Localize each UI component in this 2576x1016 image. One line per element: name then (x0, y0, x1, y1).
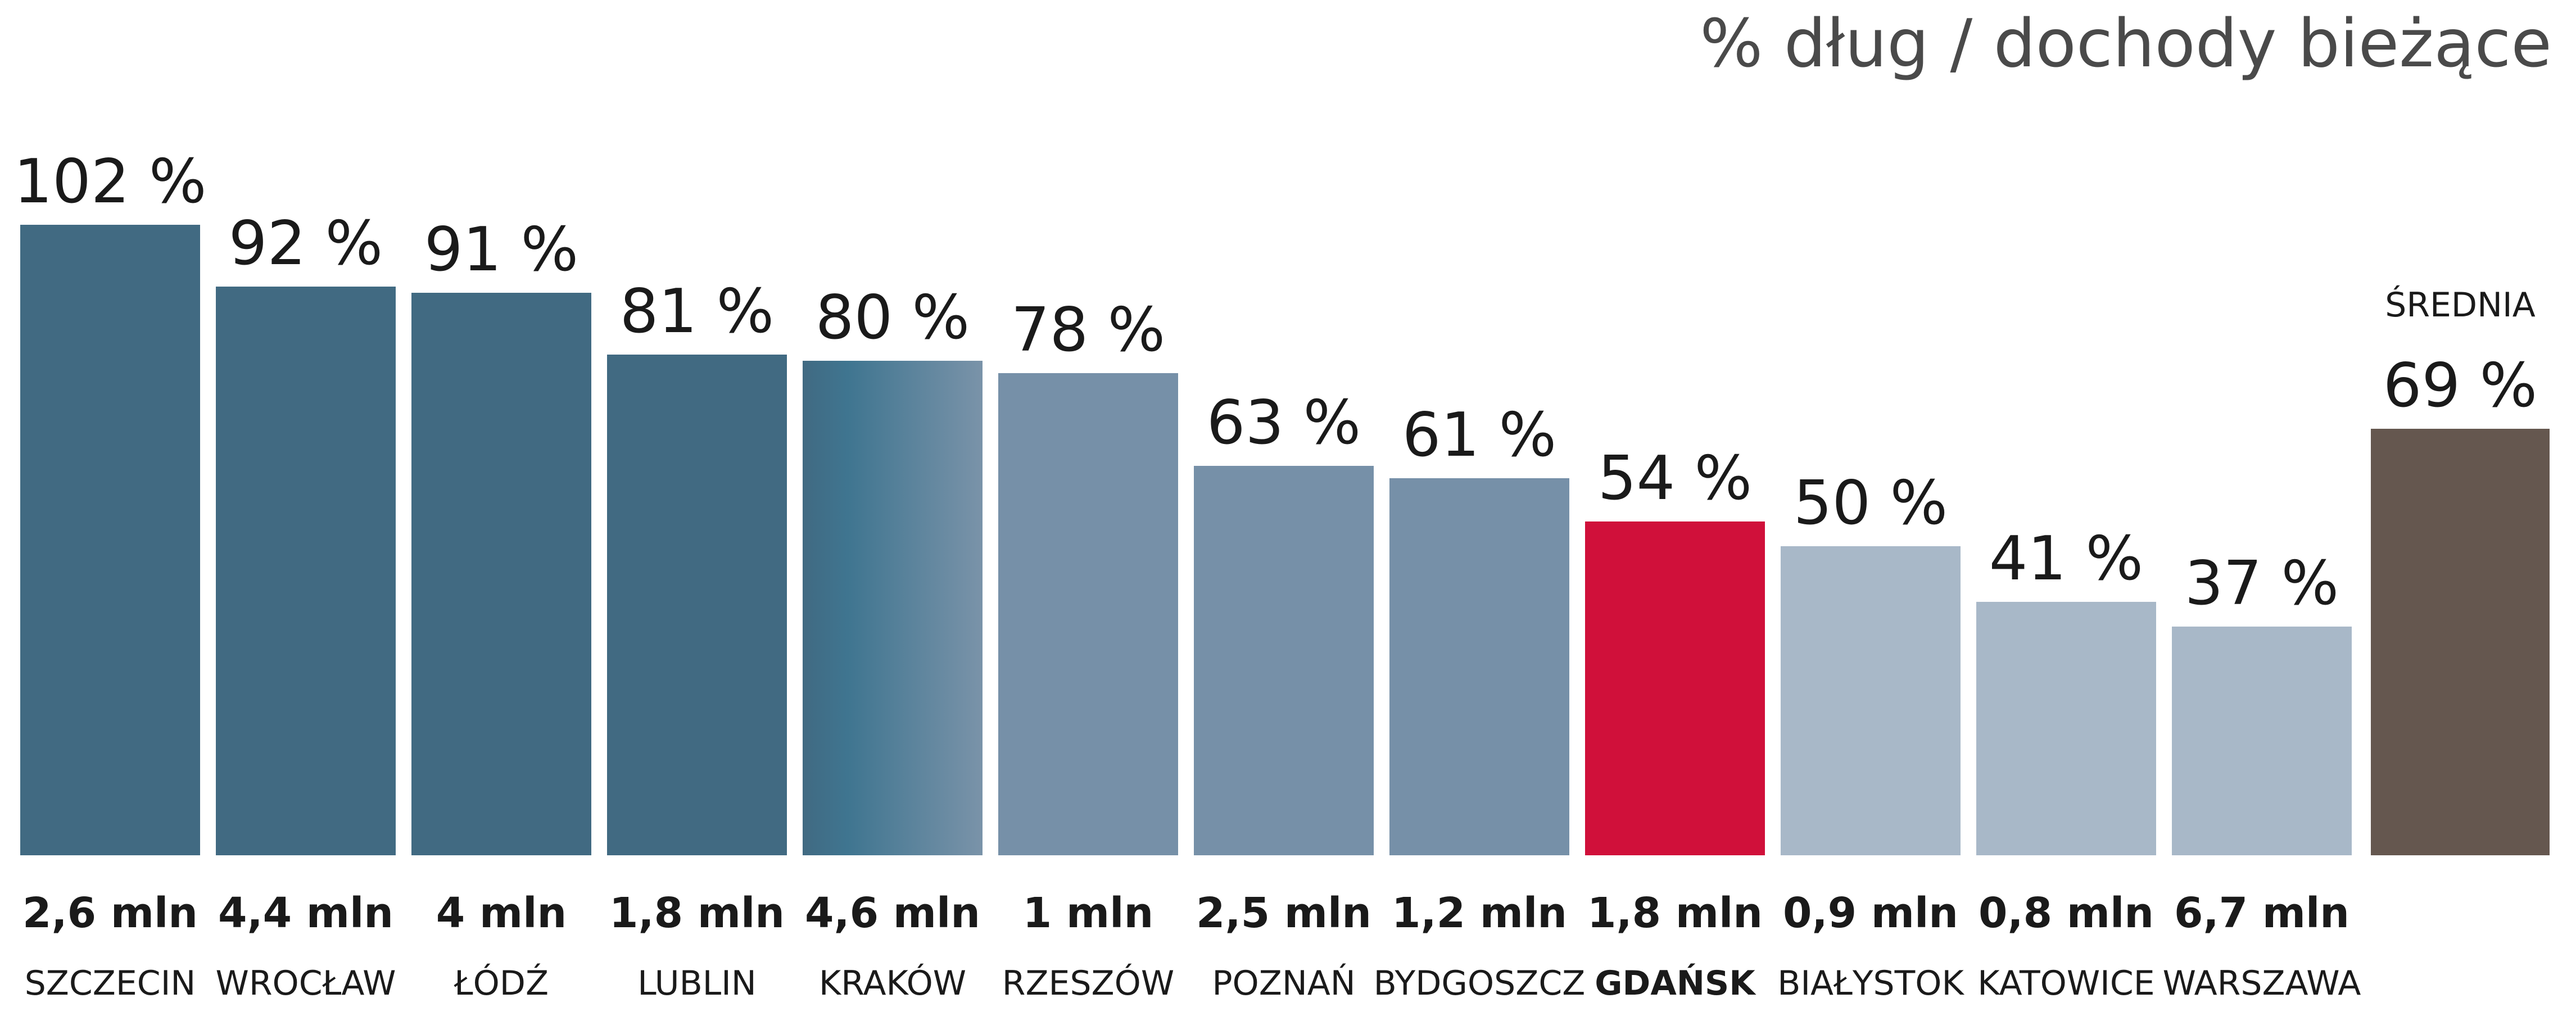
bar-5 (998, 373, 1178, 855)
labels-layer: 102 % 2,6 mln SZCZECIN 92 % 4,4 mln WROCŁAW 91… (13, 147, 2537, 1003)
value-label-9: 50 % (1794, 468, 1948, 538)
value-label-5: 78 % (1011, 295, 1165, 365)
bar-9 (1781, 546, 1961, 855)
city-label-8: GDAŃSK (1595, 963, 1756, 1003)
amount-label-9: 0,9 mln (1783, 889, 1958, 937)
chart-title: % dług / dochody bieżące (1700, 4, 2552, 82)
amount-label-2: 4 mln (436, 889, 567, 937)
average-bar (2371, 429, 2550, 855)
value-label-8: 54 % (1598, 443, 1752, 514)
average-value-label: 69 % (2383, 351, 2537, 421)
city-label-2: ŁÓDŹ (454, 963, 549, 1003)
amount-label-1: 4,4 mln (218, 889, 393, 937)
bar-8 (1585, 521, 1765, 855)
average-caption: ŚREDNIA (2385, 285, 2536, 325)
value-label-4: 80 % (816, 283, 970, 353)
city-label-9: BIAŁYSTOK (1777, 964, 1964, 1003)
amount-label-8: 1,8 mln (1587, 889, 1763, 937)
city-label-7: BYDGOSZCZ (1374, 964, 1586, 1003)
bar-2 (411, 293, 591, 855)
bar-6 (1194, 466, 1374, 855)
bar-4 (803, 361, 983, 855)
amount-label-4: 4,6 mln (805, 889, 980, 937)
value-label-3: 81 % (620, 276, 774, 347)
amount-label-6: 2,5 mln (1196, 889, 1371, 937)
amount-label-11: 6,7 mln (2174, 889, 2349, 937)
amount-label-3: 1,8 mln (609, 889, 785, 937)
value-label-6: 63 % (1207, 388, 1361, 458)
value-label-7: 61 % (1402, 400, 1556, 470)
bar-0 (20, 225, 200, 855)
city-label-6: POZNAŃ (1212, 963, 1355, 1003)
city-label-0: SZCZECIN (25, 964, 196, 1003)
city-label-4: KRAKÓW (819, 963, 966, 1003)
value-label-10: 41 % (1989, 524, 2143, 594)
bar-7 (1389, 478, 1569, 855)
value-label-1: 92 % (229, 208, 383, 279)
amount-label-0: 2,6 mln (22, 889, 198, 937)
city-label-3: LUBLIN (637, 964, 757, 1003)
city-label-1: WROCŁAW (216, 964, 396, 1003)
value-label-2: 91 % (424, 215, 578, 285)
bar-11 (2172, 627, 2352, 855)
bar-1 (216, 287, 396, 855)
city-label-10: KATOWICE (1977, 964, 2154, 1003)
city-label-5: RZESZÓW (1002, 963, 1174, 1003)
bars-layer (20, 225, 2550, 855)
city-label-11: WARSZAWA (2163, 964, 2361, 1003)
value-label-11: 37 % (2185, 548, 2339, 619)
bar-10 (1976, 602, 2156, 855)
bar-3 (607, 355, 787, 855)
amount-label-10: 0,8 mln (1979, 889, 2154, 937)
value-label-0: 102 % (13, 147, 206, 217)
amount-label-7: 1,2 mln (1392, 889, 1567, 937)
amount-label-5: 1 mln (1023, 889, 1153, 937)
